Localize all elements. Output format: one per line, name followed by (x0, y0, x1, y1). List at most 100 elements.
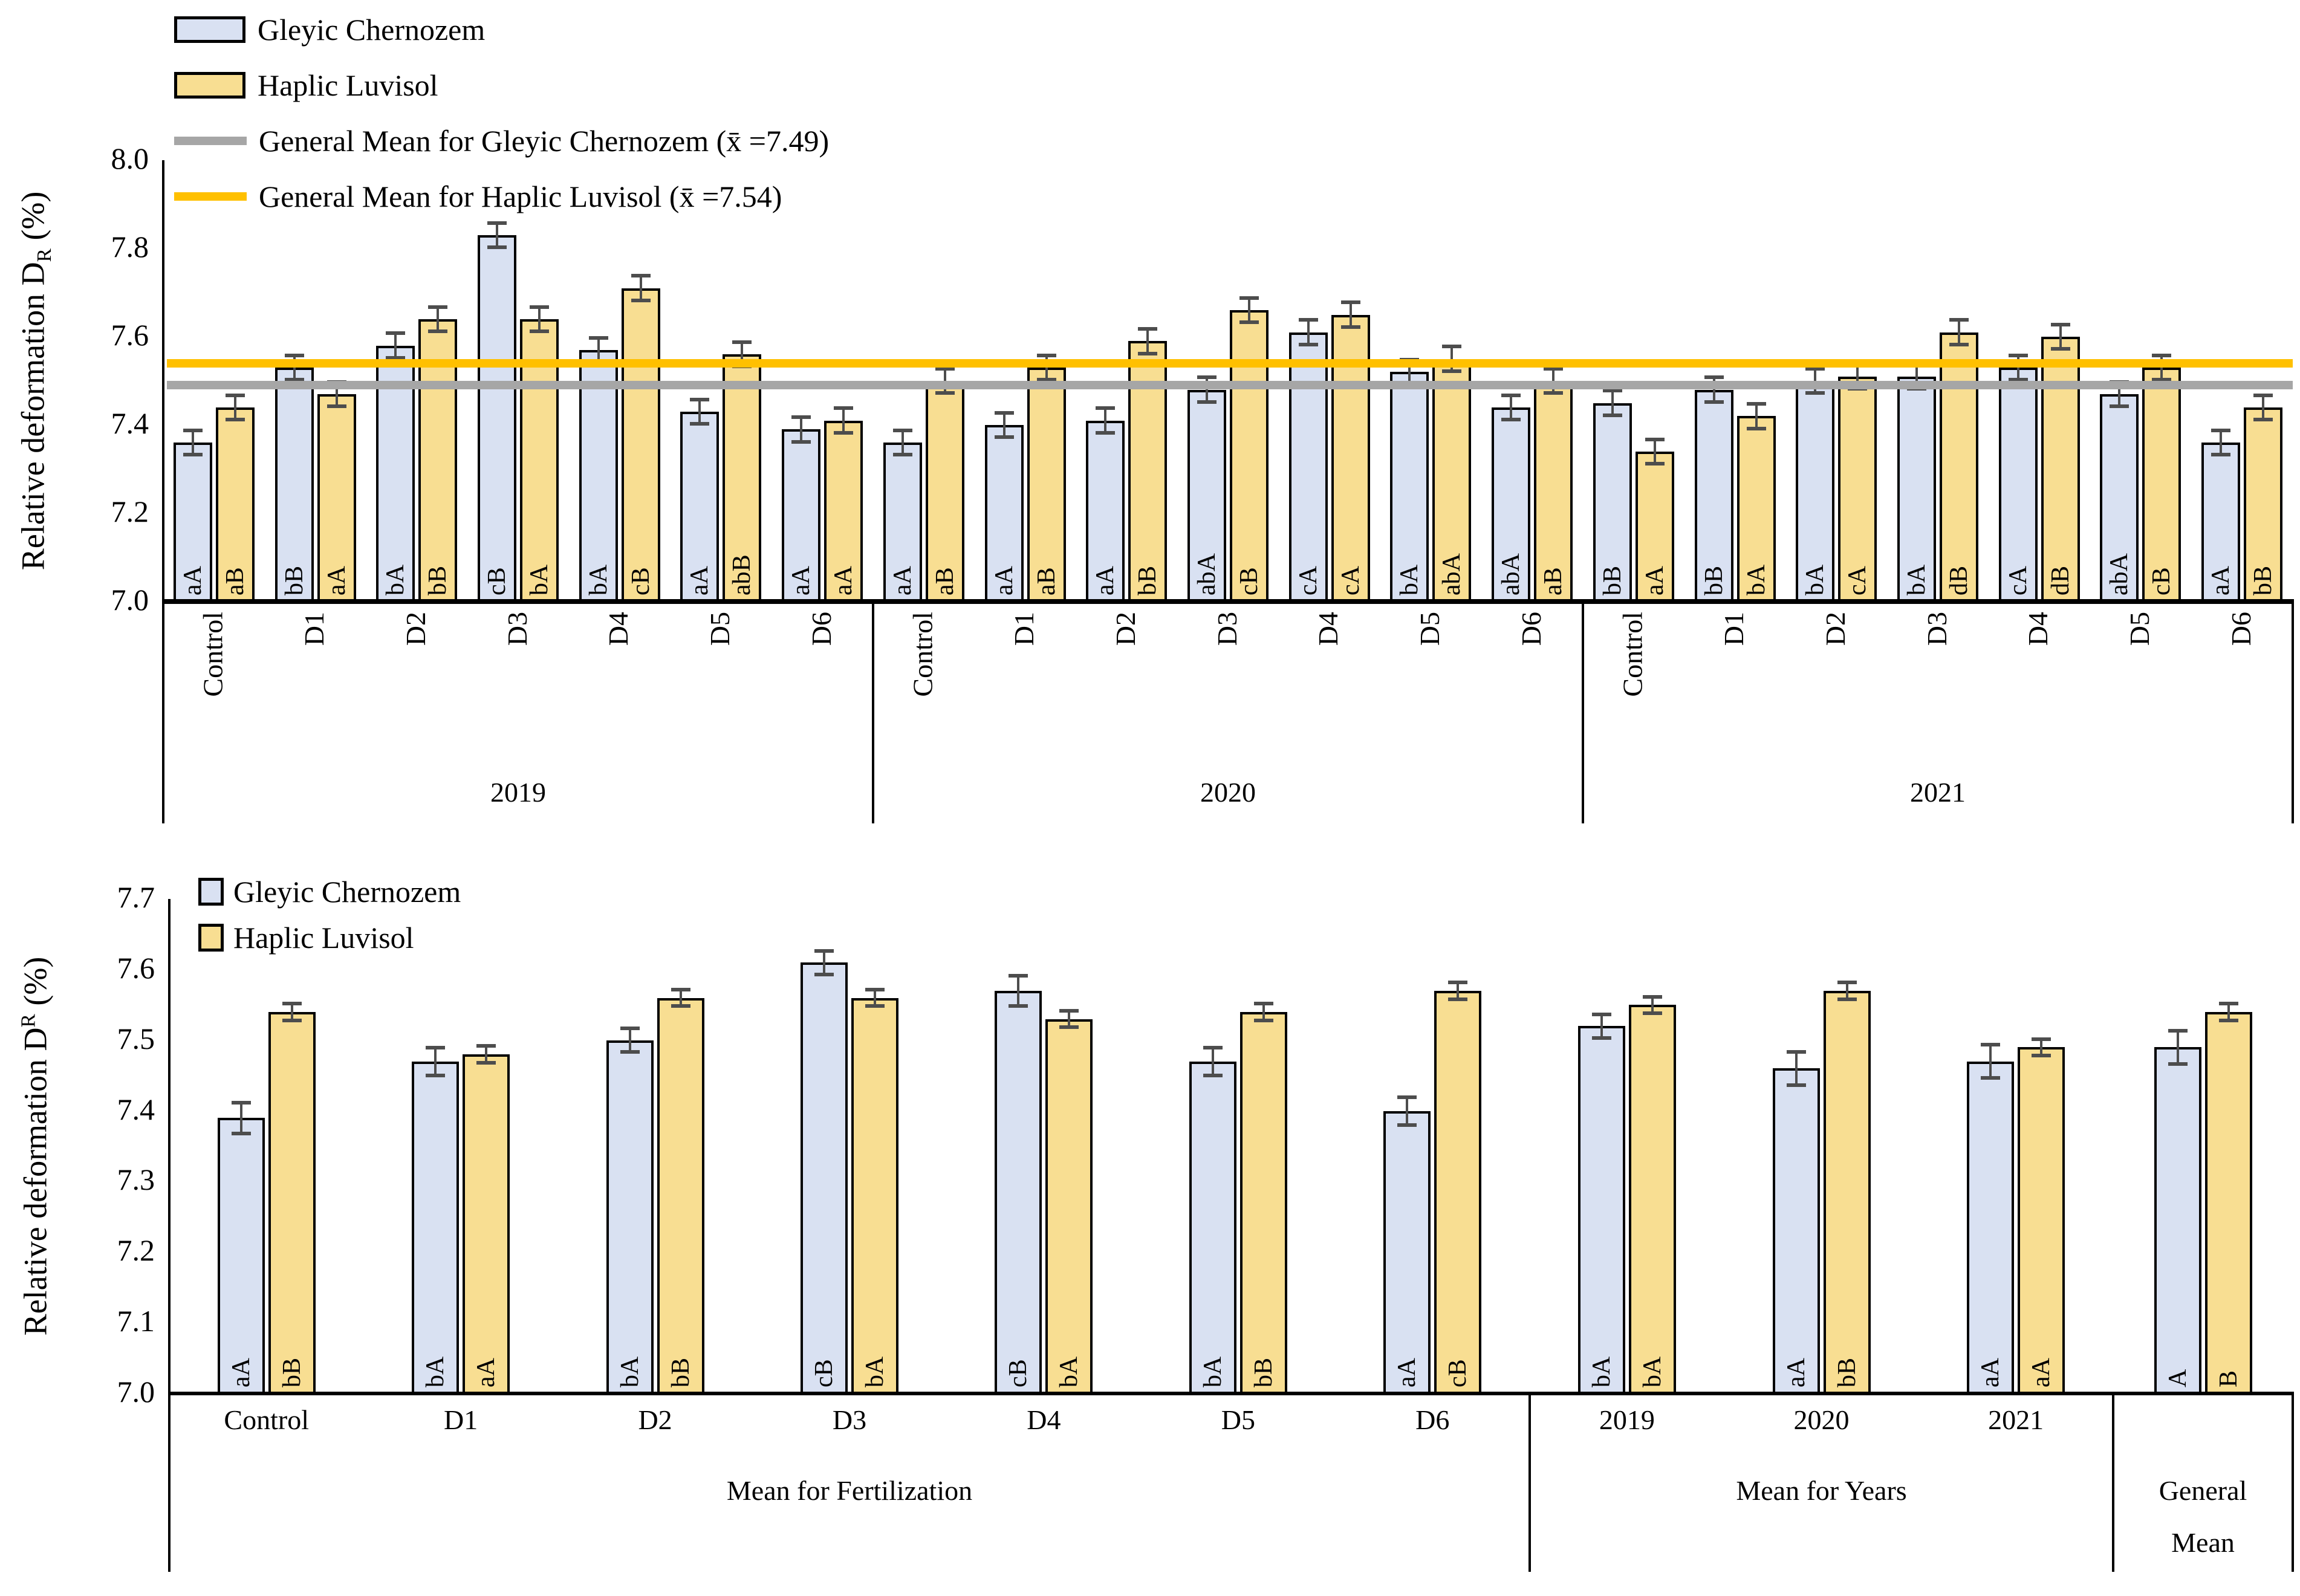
error-bar-cap (1981, 1043, 2001, 1047)
error-bar-cap (1591, 1012, 1611, 1016)
category-label-text: D1 (1718, 612, 1750, 646)
error-bar-stem (434, 1048, 437, 1074)
significance-label-text: cB (626, 567, 655, 595)
error-bar-cap (476, 1044, 496, 1048)
bar-haplic-luvisol (2204, 1011, 2252, 1395)
error-bar-cap (231, 1131, 251, 1135)
significance-label-text: abA (1193, 553, 1221, 595)
bar-haplic-luvisol (723, 354, 762, 603)
error-bar-stem (1146, 330, 1149, 352)
error-bar-stem (698, 400, 701, 423)
category-label-text: Control (907, 612, 938, 697)
error-bar-cap (1602, 389, 1622, 393)
bar-haplic-luvisol (1027, 368, 1066, 603)
y-tick-label: 8.0 (111, 141, 149, 175)
error-bar-cap (1298, 318, 1318, 322)
y-tick-label: 7.6 (111, 318, 149, 352)
error-bar-cap (690, 422, 710, 426)
bar-gleyic-chernozem (606, 1040, 654, 1395)
y-tick-label: 7.7 (117, 880, 155, 914)
error-bar-cap (1704, 400, 1724, 404)
error-bar-cap (2218, 1018, 2238, 1022)
bar-gleyic-chernozem (1383, 1111, 1431, 1395)
category-label-text: D5 (2124, 612, 2155, 646)
bar-gleyic-chernozem (579, 349, 618, 603)
bar-gleyic-chernozem (1390, 372, 1429, 603)
error-bar-stem (800, 418, 803, 441)
error-bar-stem (1262, 1005, 1265, 1019)
bar-haplic-luvisol (851, 997, 898, 1395)
error-bar-stem (290, 1005, 293, 1019)
error-bar-stem (2016, 356, 2019, 379)
significance-label-text: bA (1198, 1356, 1227, 1387)
error-bar-stem (394, 334, 397, 357)
significance-label-text: aA (888, 566, 917, 595)
y-tick-label: 7.0 (117, 1375, 155, 1409)
error-bar-cap (1239, 320, 1259, 325)
error-bar-cap (791, 415, 811, 420)
y-axis-title-text: Relative deformation D (15, 262, 51, 571)
group-label: Mean for Years (1736, 1475, 1907, 1506)
significance-label-text: abB (728, 554, 756, 595)
error-bar-cap (2008, 378, 2028, 382)
error-bar-cap (1704, 375, 1724, 380)
error-bar-cap (2008, 353, 2028, 357)
category-label-text: Control (197, 612, 229, 697)
error-bar-stem (1712, 378, 1715, 401)
error-bar-cap (1203, 1073, 1223, 1077)
group-label: 2020 (1200, 777, 1256, 808)
y-tick-label: 7.2 (117, 1233, 155, 1268)
bar-gleyic-chernozem (801, 962, 848, 1395)
significance-label-text: cB (483, 567, 511, 595)
legend-item-gleyic: Gleyic Chernozem (198, 875, 461, 908)
error-bar-cap (1645, 462, 1665, 466)
category-label-text: D6 (806, 612, 837, 646)
error-bar-stem (2176, 1031, 2179, 1063)
y-axis-line (168, 899, 171, 1572)
error-bar-cap (1805, 366, 1825, 371)
error-bar-stem (293, 356, 296, 379)
significance-label-text: aB (1539, 567, 1568, 595)
error-bar-stem (2118, 383, 2121, 406)
error-bar-stem (1206, 378, 1208, 401)
error-bar-cap (284, 378, 304, 382)
error-bar-cap (671, 1004, 690, 1008)
group-separator (1582, 602, 1584, 823)
group-label: 2019 (490, 777, 546, 808)
category-label-text: D4 (2022, 612, 2054, 646)
error-bar-stem (1510, 396, 1513, 419)
bar-gleyic-chernozem (1796, 381, 1835, 603)
error-bar-stem (1755, 405, 1758, 427)
error-bar-cap (1837, 981, 1857, 985)
category-label-text: D2 (1110, 612, 1142, 646)
error-bar-stem (1017, 976, 1020, 1005)
error-bar-cap (732, 340, 752, 344)
error-bar-cap (2168, 1028, 2188, 1033)
legend-item-gleyic-mean: General Mean for Gleyic Chernozem (x̄ =7… (174, 125, 829, 157)
error-bar-cap (1949, 318, 1969, 322)
error-bar-cap (1397, 1095, 1417, 1099)
significance-label-text: aA (178, 566, 207, 595)
gold-mean-line-icon (174, 192, 247, 201)
error-bar-stem (1211, 1048, 1214, 1074)
category-label: D3 (832, 1404, 867, 1435)
error-bar-stem (1450, 348, 1454, 370)
category-label-text: D5 (704, 612, 736, 646)
error-bar-cap (426, 1045, 446, 1049)
error-bar-stem (1651, 997, 1654, 1012)
significance-label-text: bA (382, 564, 410, 595)
group-separator (2292, 1393, 2294, 1572)
error-bar-cap (1197, 400, 1217, 404)
significance-label-text: aB (221, 567, 249, 595)
category-label-text: D3 (1212, 612, 1243, 646)
category-label-text: D1 (1009, 612, 1040, 646)
error-bar-cap (1981, 1076, 2001, 1080)
y-axis-title-units: (%) (17, 956, 53, 1014)
y-tick-label: 7.8 (111, 230, 149, 264)
error-bar-cap (231, 1100, 251, 1105)
significance-label-text: bA (525, 564, 553, 595)
significance-label-text: cA (2004, 566, 2032, 595)
error-bar-cap (284, 353, 304, 357)
bar-gleyic-chernozem (412, 1061, 460, 1395)
